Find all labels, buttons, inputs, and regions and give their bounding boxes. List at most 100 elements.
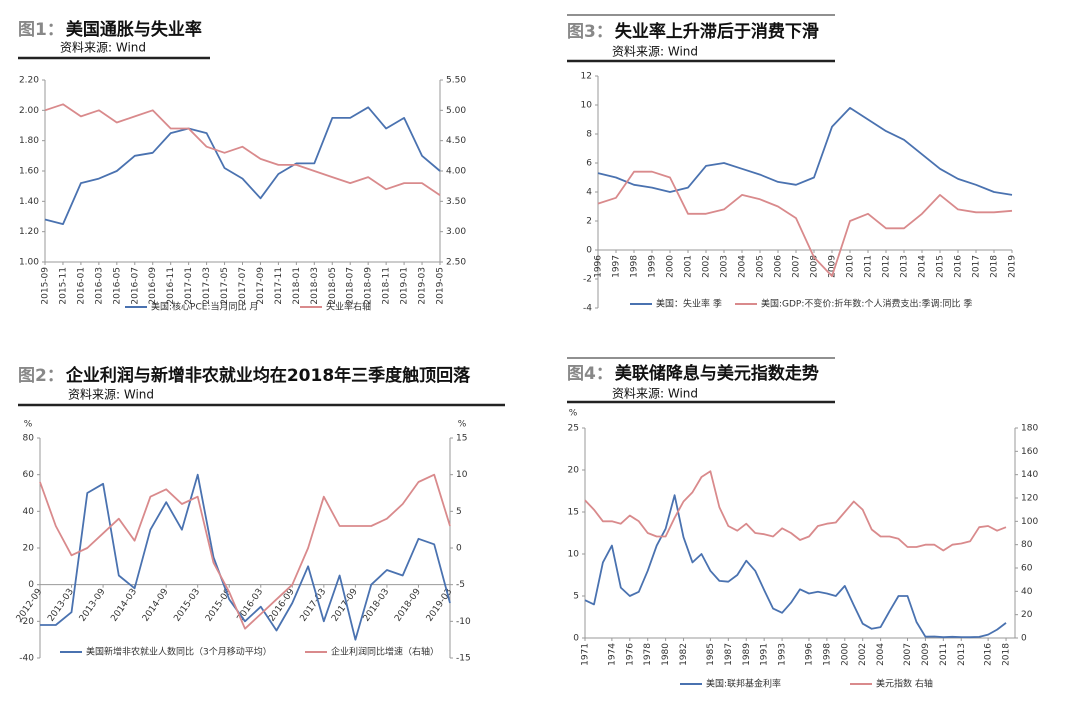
y-tick-label: 20: [23, 544, 35, 554]
y-tick-label: 40: [23, 507, 35, 517]
x-tick-label: 1978: [643, 643, 653, 666]
series-line: [44, 106, 441, 225]
x-tick-label: 2013: [900, 255, 910, 278]
y2-tick-label: 4.00: [446, 167, 466, 177]
source: 资料来源: Wind: [68, 388, 154, 402]
x-tick-label: 2015-09: [41, 267, 51, 305]
chart-title: 美国通胀与失业率: [66, 19, 202, 40]
x-tick-label: 2017-07: [238, 267, 248, 305]
y2-tick-label: 60: [1021, 564, 1033, 574]
figure-label: 图1：: [18, 20, 64, 40]
x-tick-label: 1971: [581, 643, 591, 666]
y-tick-label: -20: [19, 617, 34, 627]
x-tick-label: 2016: [954, 255, 964, 278]
y-tick-label: 4: [586, 188, 592, 198]
y-tick-label: 1.20: [19, 227, 39, 237]
x-tick-label: 2006: [774, 255, 784, 278]
y-tick-label: 10: [568, 550, 580, 560]
x-tick-label: 1996: [804, 643, 814, 666]
x-tick-label: 1987: [724, 643, 734, 666]
y-tick-label: 2: [586, 217, 592, 227]
y-tick-label: 2.00: [19, 106, 39, 116]
x-tick-label: 2019-03: [418, 267, 428, 305]
x-tick-label: 2017-09: [256, 267, 266, 305]
x-tick-label: 2018-11: [382, 267, 392, 305]
x-tick-label: 2015: [936, 255, 946, 278]
y-tick-label: 8: [586, 130, 592, 140]
y-tick-label: -40: [19, 654, 34, 664]
x-tick-label: 2010: [846, 255, 856, 278]
x-tick-label: 2012: [882, 255, 892, 278]
source: 资料来源: Wind: [612, 45, 698, 59]
x-tick-label: 2018-03: [310, 267, 320, 305]
chart-title: 美联储降息与美元指数走势: [615, 363, 819, 384]
legend-label: 美国新增非农就业人数同比（3个月移动平均）: [86, 646, 272, 658]
y-tick-label: 0: [586, 246, 592, 256]
x-tick-label: 2007: [903, 643, 913, 666]
y2-tick-label: 5.50: [446, 76, 466, 86]
x-tick-label: 2016-09: [267, 587, 297, 624]
x-tick-label: 2009: [828, 255, 838, 278]
x-tick-label: 2015-11: [58, 267, 68, 305]
x-tick-label: 1982: [679, 643, 689, 666]
x-tick-label: 1974: [607, 643, 617, 666]
x-tick-label: 2017-01: [184, 267, 194, 305]
chart-title: 企业利润与新增非农就业均在2018年三季度触顶回落: [65, 365, 471, 386]
legend-label: 美国：失业率 季: [656, 298, 722, 310]
legend-label: 企业利润同比增速（右轴）: [331, 646, 439, 658]
x-tick-label: 2017-03: [299, 587, 329, 624]
y-tick-label: 10: [581, 101, 593, 111]
series-line: [597, 107, 1013, 196]
x-tick-label: 2018-07: [346, 267, 356, 305]
x-tick-label: 1993: [778, 643, 788, 666]
y-tick-label: 1.40: [19, 197, 39, 207]
legend-label: 美国:GDP:不变价:折年数:个人消费支出:季调:同比 季: [761, 298, 972, 310]
y-tick-label: 12: [581, 72, 592, 82]
x-tick-label: 2017-03: [202, 267, 212, 305]
y-tick-label: 25: [568, 424, 579, 434]
x-tick-label: 2016-07: [130, 267, 140, 305]
y2-tick-label: -15: [456, 654, 471, 664]
y2-tick-label: 4.50: [446, 136, 466, 146]
x-tick-label: 2011: [864, 255, 874, 278]
y2-tick-label: 3.00: [446, 227, 466, 237]
y2-tick-label: -5: [456, 580, 465, 590]
series-line: [597, 170, 1013, 277]
y-tick-label: 2.20: [19, 76, 39, 86]
x-tick-label: 2000: [666, 255, 676, 278]
x-tick-label: 1980: [661, 643, 671, 666]
figure-label: 图3：: [567, 22, 613, 42]
x-tick-label: 1976: [625, 643, 635, 666]
x-tick-label: 2016: [984, 643, 994, 666]
y-tick-label: 20: [568, 466, 580, 476]
y-tick-label: 0: [573, 634, 579, 644]
y-tick-label: 1.00: [19, 258, 39, 268]
source: 资料来源: Wind: [60, 41, 146, 55]
x-tick-label: 2017-05: [220, 267, 230, 305]
x-tick-label: 2017: [972, 255, 982, 278]
y-tick-label: -2: [583, 275, 592, 285]
x-tick-label: 2000: [840, 643, 850, 666]
y2-tick-label: 10: [456, 470, 468, 480]
y-tick-label: 1.60: [19, 167, 39, 177]
x-tick-label: 2018-01: [292, 267, 302, 305]
x-tick-label: 1997: [612, 255, 622, 278]
legend-label: 失业率右轴: [326, 301, 371, 313]
x-tick-label: 2002: [858, 643, 868, 666]
y-unit: %: [569, 409, 578, 419]
y2-tick-label: 0: [456, 544, 462, 554]
y2-tick-label: 3.50: [446, 197, 466, 207]
x-tick-label: 2004: [876, 643, 886, 666]
x-tick-label: 2004: [738, 255, 748, 278]
x-tick-label: 2016-09: [148, 267, 158, 305]
x-tick-label: 2017-11: [274, 267, 284, 305]
y2-tick-label: 80: [1021, 540, 1033, 550]
y2-tick-label: 100: [1021, 517, 1038, 527]
y2-tick-label: 140: [1021, 470, 1038, 480]
y-tick-label: 0: [28, 580, 34, 590]
x-tick-label: 2018: [990, 255, 1000, 278]
y-tick-label: -4: [583, 304, 592, 314]
x-tick-label: 2018-09: [393, 587, 423, 624]
x-tick-label: 2003: [720, 255, 730, 278]
